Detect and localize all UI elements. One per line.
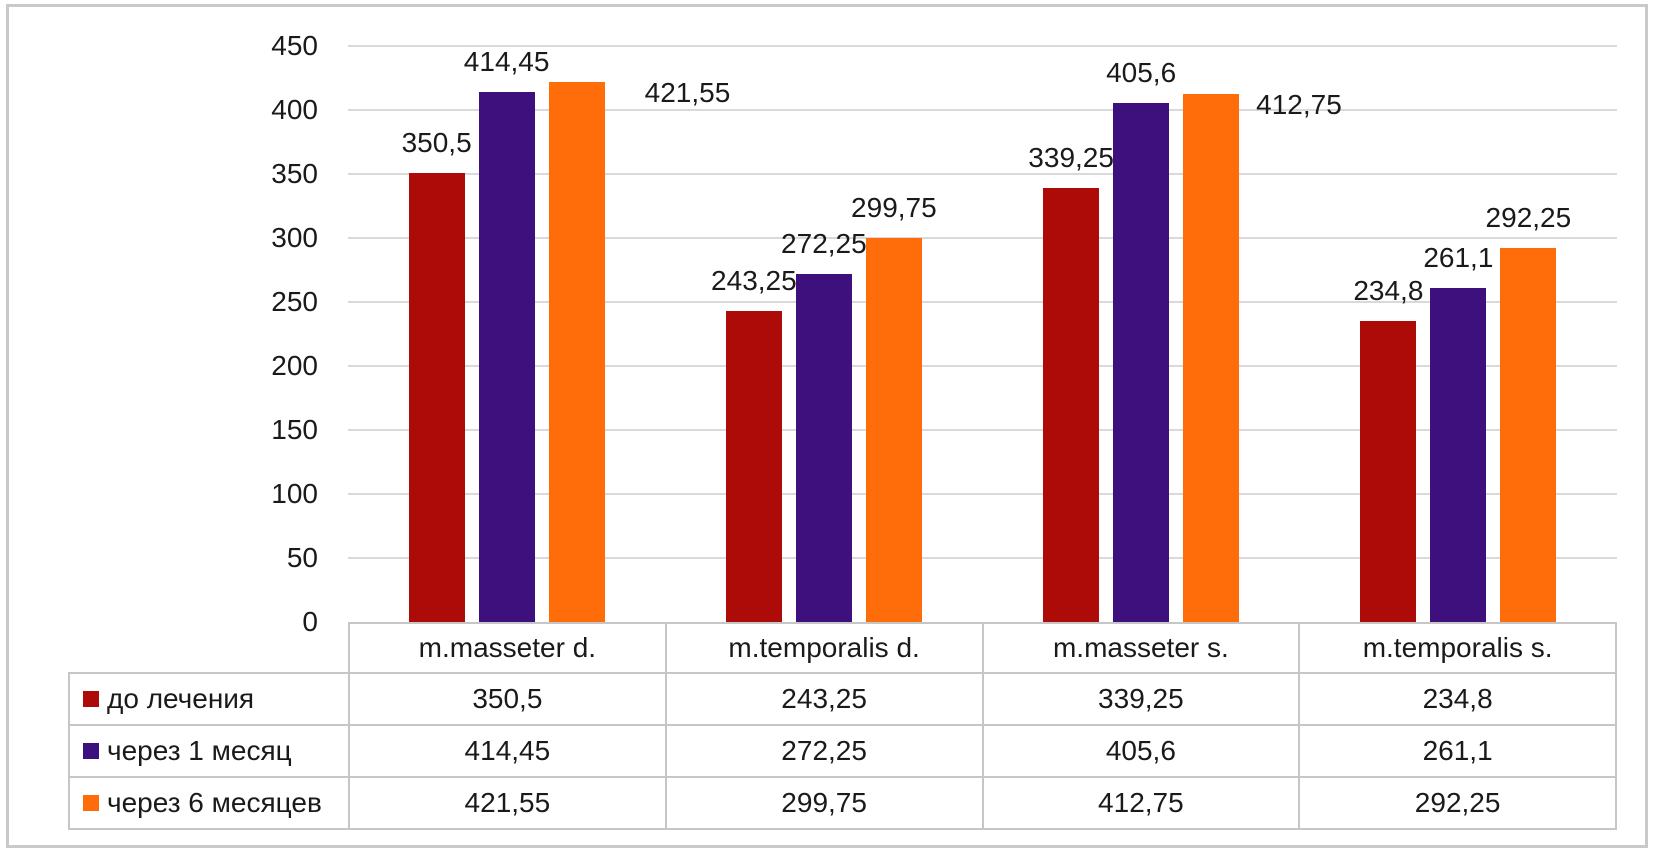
value-cell-row0-col1: 243,25	[666, 674, 984, 726]
bar-label-series1-cat1: 272,25	[781, 227, 867, 259]
value-cell-row0-col0: 350,5	[350, 674, 667, 726]
value-cell-row2-col2: 412,75	[983, 778, 1301, 830]
gridline	[348, 429, 1617, 431]
category-header-3: m.temporalis s.	[1300, 624, 1617, 674]
figure-border	[6, 4, 1648, 848]
legend-column: до лечения через 1 месяц через 6 месяцев	[68, 672, 348, 830]
bar-label-series1-cat3: 261,1	[1423, 241, 1494, 273]
y-tick-label: 450	[271, 30, 318, 61]
value-cell-row1-col3: 261,1	[1300, 726, 1617, 778]
value-cell-row0-col2: 339,25	[983, 674, 1301, 726]
y-tick-label: 400	[271, 94, 318, 125]
legend-row-0: до лечения	[70, 674, 348, 726]
y-tick-label: 100	[271, 478, 318, 509]
y-tick-label: 0	[302, 606, 318, 637]
gridline	[348, 365, 1617, 367]
y-tick-label: 300	[271, 222, 318, 253]
bar-label-series2-cat2: 412,75	[1256, 88, 1342, 120]
y-tick-label: 150	[271, 414, 318, 445]
y-tick-label: 200	[271, 350, 318, 381]
legend-row-2: через 6 месяцев	[70, 778, 348, 830]
y-tick-label: 350	[271, 158, 318, 189]
value-cell-row2-col1: 299,75	[666, 778, 984, 830]
plot-area: 350,5 243,25 339,25 234,8 414,45 272,25 405,6 2…	[348, 45, 1617, 622]
legend-label: через 1 месяц	[107, 735, 292, 766]
legend-row-1: через 1 месяц	[70, 726, 348, 778]
bar-label-series2-cat1: 299,75	[851, 192, 937, 224]
legend-swatch-icon	[83, 743, 99, 759]
bar-series2-cat3	[1500, 247, 1557, 622]
legend-swatch-icon	[83, 691, 99, 707]
category-header-1: m.temporalis d.	[666, 624, 984, 674]
gridline	[348, 109, 1617, 111]
value-cell-row1-col0: 414,45	[350, 726, 667, 778]
gridline	[348, 557, 1617, 559]
bar-label-series0-cat2: 339,25	[1028, 141, 1114, 173]
bar-series1-cat3	[1430, 287, 1487, 622]
bar-series0-cat1	[725, 310, 782, 622]
bar-series1-cat0	[478, 91, 535, 622]
gridline	[348, 173, 1617, 175]
gridline	[348, 237, 1617, 239]
bar-series0-cat2	[1043, 187, 1100, 622]
gridline	[348, 45, 1617, 47]
bar-label-series0-cat1: 243,25	[711, 264, 797, 296]
data-table: m.masseter d. m.temporalis d. m.masseter s…	[348, 622, 1617, 830]
bar-series0-cat3	[1360, 321, 1417, 622]
value-cell-row2-col3: 292,25	[1300, 778, 1617, 830]
gridline	[348, 493, 1617, 495]
legend-label: до лечения	[107, 683, 255, 714]
value-cell-row1-col2: 405,6	[983, 726, 1301, 778]
y-tick-label: 250	[271, 286, 318, 317]
category-header-0: m.masseter d.	[350, 624, 667, 674]
category-header-2: m.masseter s.	[983, 624, 1301, 674]
value-cell-row2-col0: 421,55	[350, 778, 667, 830]
value-cell-row0-col3: 234,8	[1300, 674, 1617, 726]
bar-label-series2-cat3: 292,25	[1485, 201, 1572, 233]
legend-label: через 6 месяцев	[107, 787, 322, 818]
bar-series1-cat2	[1113, 102, 1170, 622]
legend-swatch-icon	[83, 795, 99, 811]
bar-series2-cat0	[548, 82, 605, 622]
bar-series2-cat2	[1183, 93, 1240, 622]
bar-label-series1-cat2: 405,6	[1106, 56, 1177, 88]
bar-label-series1-cat0: 414,45	[463, 45, 550, 77]
bar-label-series0-cat3: 234,8	[1353, 275, 1424, 307]
bar-series2-cat1	[865, 238, 922, 622]
gridline	[348, 301, 1617, 303]
bar-label-series2-cat0: 421,55	[644, 77, 731, 109]
bar-series1-cat1	[795, 273, 852, 622]
y-axis: 0 50 100 150 200 250 300 350 400 450	[0, 0, 318, 637]
value-cell-row1-col1: 272,25	[666, 726, 984, 778]
y-tick-label: 50	[286, 542, 318, 573]
bar-label-series0-cat0: 350,5	[401, 127, 472, 159]
bar-series0-cat0	[408, 173, 465, 622]
